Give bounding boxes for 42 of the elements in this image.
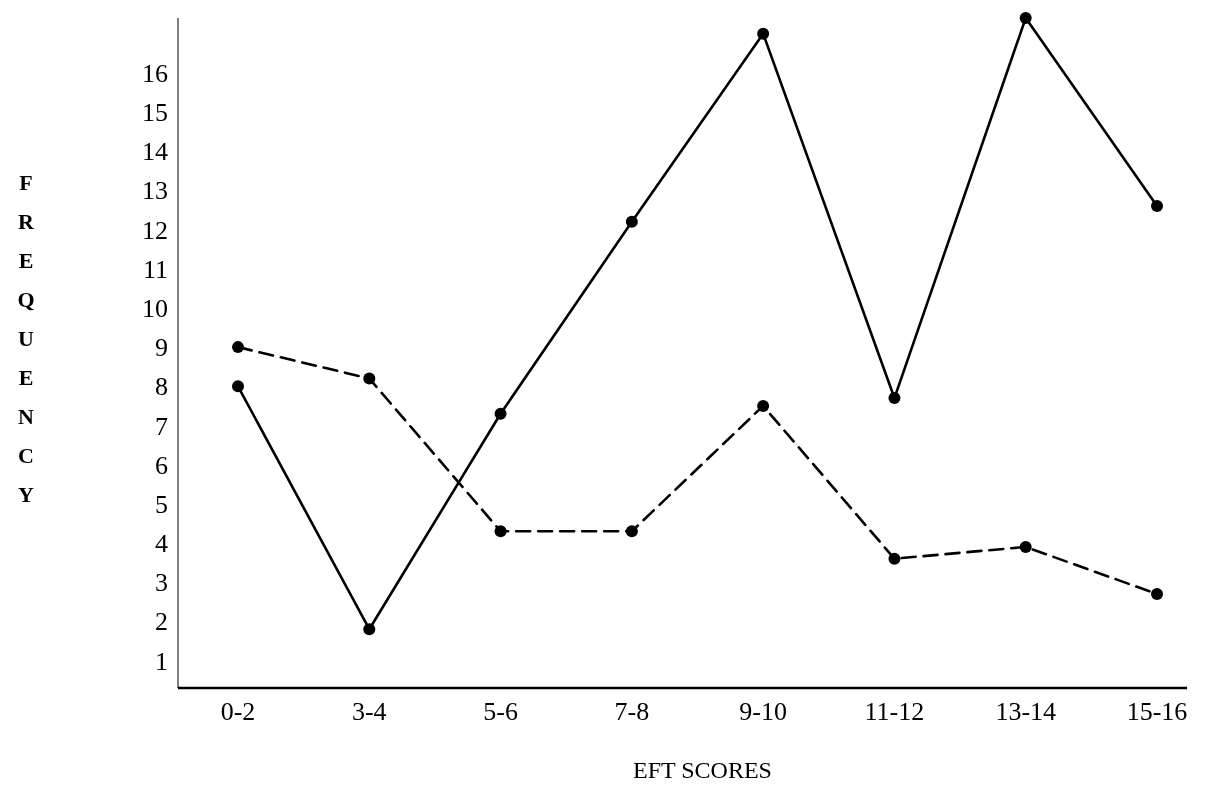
text: FREQUENCY [17,170,35,508]
y-tick-label: 7 [155,411,168,441]
point [363,623,376,636]
x-tick-label: 15-16 [1126,697,1188,726]
point [1019,12,1032,24]
y-tick-label: 2 [155,607,168,637]
y-tick-label: 1 [155,646,168,676]
y-tick-label: 15 [142,98,168,128]
point [232,341,244,354]
y-tick-label: 16 [142,58,168,88]
point [625,525,638,538]
y-tick-label: 11 [142,254,168,284]
point [1151,200,1163,213]
point [363,372,376,385]
point [494,407,507,420]
x-tick-label: 11-12 [864,697,925,726]
point [1151,587,1163,600]
y-tick-label: 9 [155,333,168,363]
x-tick-label: 3-4 [351,697,387,726]
point [888,552,901,565]
x-axis-title: EFT SCORES [633,757,772,783]
x-tick-label: 5-6 [483,697,518,726]
x-tick-label: 7-8 [614,697,650,726]
y-tick-label: 10 [142,294,168,324]
x-tick-label: 0-2 [220,697,256,726]
y-tick-label: 5 [155,489,168,519]
y-tick-label: 4 [155,529,168,559]
y-tick-label: 13 [142,176,168,206]
point [757,399,770,412]
point [232,380,244,393]
point [757,27,770,40]
point [625,215,638,228]
y-tick-label: 12 [142,215,168,245]
point [888,392,901,405]
y-tick-label: 3 [155,568,168,598]
x-tick-label: 9-10 [739,697,787,726]
x-tick-label: 13-14 [995,697,1057,726]
y-tick-label: 8 [155,372,168,402]
point [494,525,507,538]
y-tick-label: 6 [155,450,168,480]
y-tick-label: 14 [142,137,168,167]
point [1019,540,1032,553]
